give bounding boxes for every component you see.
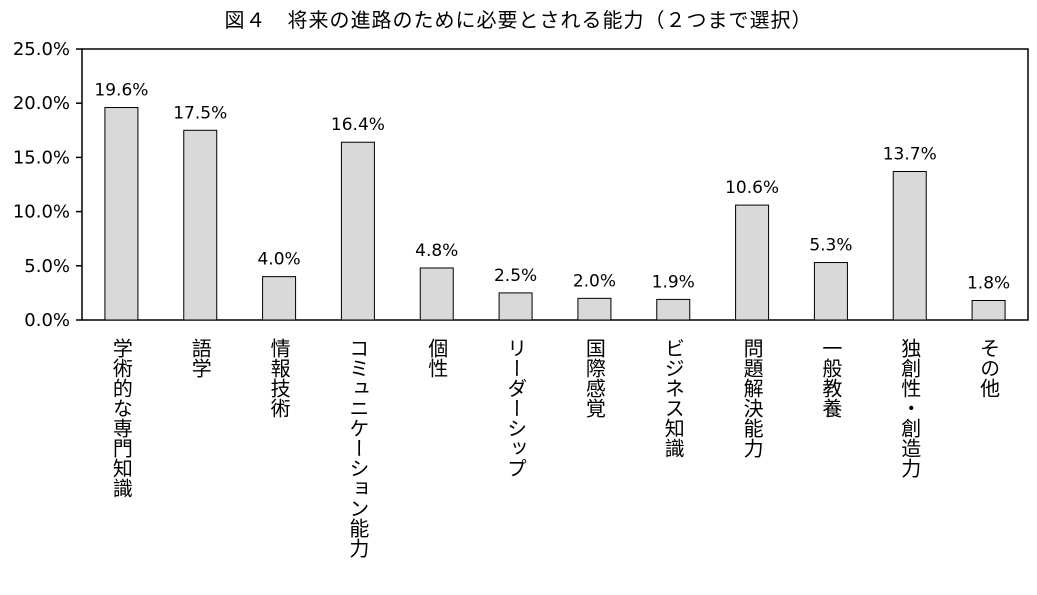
bar	[735, 204, 770, 321]
data-label: 4.0%	[257, 250, 300, 270]
x-category-label: 学術的な専門知識	[109, 338, 134, 498]
bar	[892, 170, 927, 321]
bar	[813, 262, 848, 321]
data-label: 17.5%	[173, 103, 227, 123]
plot-area	[81, 48, 1029, 321]
y-tick-label: 20.0%	[13, 93, 70, 114]
x-category-label: リーダーシップ	[503, 338, 528, 478]
data-label: 1.8%	[967, 273, 1010, 293]
bar	[971, 299, 1006, 321]
bar	[262, 276, 297, 321]
x-category-label: 問題解決能力	[740, 338, 765, 458]
bar	[656, 298, 691, 321]
y-tick-label: 25.0%	[13, 39, 70, 60]
data-label: 10.6%	[725, 178, 779, 198]
data-label: 13.7%	[883, 144, 937, 164]
data-label: 19.6%	[94, 81, 148, 101]
data-label: 2.0%	[573, 271, 616, 291]
bars	[104, 107, 1006, 321]
x-category-label: 個性	[424, 338, 449, 378]
x-category-label: コミュニケーション能力	[345, 338, 370, 558]
bar	[183, 129, 218, 321]
data-label: 1.9%	[652, 272, 695, 292]
bar	[498, 292, 533, 321]
chart-title: 図４ 将来の進路のために必要とされる能力（２つまで選択）	[224, 8, 813, 32]
bar	[419, 267, 454, 321]
data-label: 2.5%	[494, 266, 537, 286]
y-tick-label: 0.0%	[24, 310, 70, 331]
x-category-label: ビジネス知識	[661, 338, 686, 458]
bar	[577, 297, 612, 321]
y-axis: 0.0% 5.0% 10.0% 15.0% 20.0% 25.0%	[13, 39, 82, 331]
bar	[104, 107, 139, 321]
x-category-label: 国際感覚	[582, 338, 607, 418]
bar	[340, 141, 375, 321]
x-category-label: 一般教養	[818, 338, 843, 418]
y-tick-label: 10.0%	[13, 202, 70, 223]
data-labels: 19.6% 17.5% 4.0% 16.4% 4.8% 2.5% 2.0% 1.9% 10.6%…	[94, 81, 1010, 294]
data-label: 4.8%	[415, 241, 458, 261]
data-label: 5.3%	[809, 236, 852, 256]
y-tick-label: 5.0%	[24, 256, 70, 277]
data-label: 16.4%	[331, 115, 385, 135]
x-category-label: 独創性・創造力	[897, 338, 922, 478]
x-category-label: 語学	[188, 338, 213, 378]
y-tick-label: 15.0%	[13, 147, 70, 168]
x-category-label: その他	[976, 338, 1001, 398]
x-category-label: 情報技術	[267, 338, 292, 418]
